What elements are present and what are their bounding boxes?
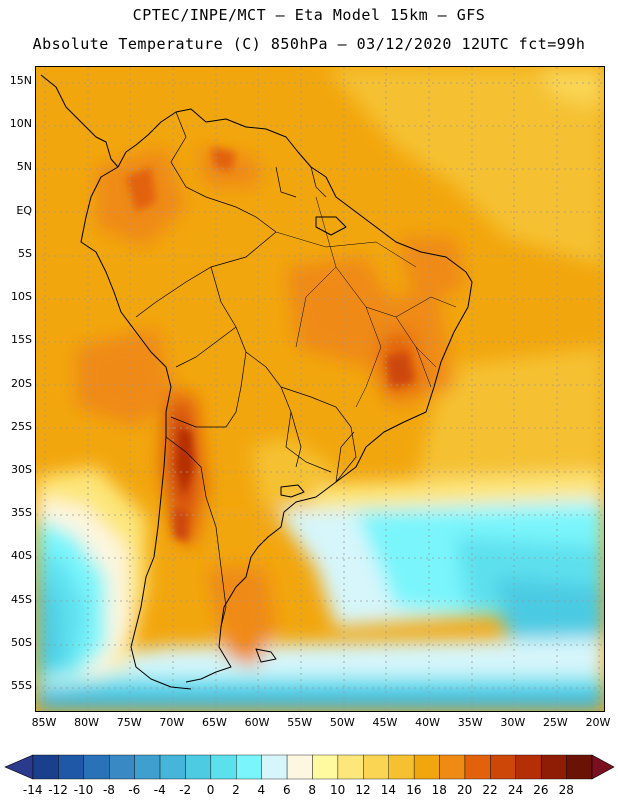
temperature-shading [36,67,604,711]
colorbar-swatch [363,754,389,780]
colorbar-tick-label: 8 [308,783,317,797]
longitude-label: 70W [159,716,185,729]
coastlines [40,74,473,690]
longitude-label: 65W [202,716,227,729]
colorbar-tick-label: -12 [48,783,68,797]
colorbar-swatch [134,754,161,780]
colorbar-tick-label: -6 [128,783,141,797]
latitude-label: 10S [11,290,32,304]
colorbar-tick-label: 0 [206,783,215,797]
latitude-label: 55S [11,679,32,692]
colorbar-tick-label: -2 [179,783,192,797]
longitude-label: 45W [372,716,398,729]
colorbar-swatch [109,754,135,780]
colorbar-tick-label: -10 [73,783,94,797]
map-title-line2: Absolute Temperature (C) 850hPa – 03/12/… [32,35,586,53]
longitude-label: 35W [457,716,483,729]
colorbar-swatch [32,754,59,780]
colorbar-tick-label: 10 [329,783,346,797]
latitude-label: 45S [11,592,32,606]
latitude-label: 20S [11,376,32,390]
colorbar-swatch [439,754,466,780]
colorbar-tick-label: 24 [507,783,524,797]
latitude-label: 50S [11,635,32,649]
temperature-colorbar [4,754,615,780]
latitude-label: 40S [11,549,32,563]
longitude-label: 40W [415,716,440,729]
longitude-label: 80W [74,716,100,729]
colorbar-tick-label: 6 [282,783,291,797]
colorbar-swatch [515,754,542,780]
longitude-label: 60W [244,716,270,729]
colorbar-tick-label: -4 [153,783,166,797]
colorbar-swatch [210,754,237,780]
colorbar-swatch [413,754,440,780]
temperature-shading-detail [126,147,414,542]
colorbar-swatch [58,754,85,780]
colorbar-swatch [83,754,110,780]
longitude-label: 55W [287,716,313,729]
colorbar-over-arrow [591,754,615,780]
colorbar-under-arrow [4,754,34,780]
colorbar-swatch [312,754,339,780]
longitude-label: 30W [500,716,526,729]
colorbar-tick-label: 4 [257,783,266,797]
longitude-label: 75W [116,716,142,729]
colorbar-swatch [337,754,364,780]
country-borders [135,111,357,628]
colorbar-swatch [464,754,491,780]
colorbar-tick-label: 28 [558,783,574,797]
state-borders [275,196,457,408]
latitude-label: 10N [9,117,32,131]
map-title-line1: CPTEC/INPE/MCT – Eta Model 15km – GFS [132,6,486,24]
colorbar-swatch [388,754,415,780]
map-graticule [36,67,604,711]
longitude-label: 85W [31,716,57,729]
longitude-label: 20W [585,716,611,729]
colorbar-swatch [159,754,186,780]
colorbar-tick-label: 20 [457,783,473,797]
colorbar-swatch [286,754,313,780]
latitude-label: 35S [11,506,32,520]
colorbar-tick-label: 26 [533,783,549,797]
colorbar-swatch [185,754,212,780]
longitude-label: 50W [329,716,355,729]
latitude-label: 15N [9,74,32,87]
colorbar-tick-label: -14 [22,783,43,797]
latitude-label: 5N [16,160,32,174]
colorbar-tick-label: 22 [482,783,498,797]
colorbar-tick-label: 14 [380,783,397,797]
latitude-label: 30S [11,462,32,476]
colorbar-tick-label: -8 [102,783,115,797]
latitude-label: 25S [11,419,32,433]
map-canvas [36,67,604,711]
colorbar-swatch [490,754,516,780]
colorbar-swatch [540,754,567,780]
colorbar-swatch [261,754,288,780]
temperature-map [35,66,605,712]
colorbar-tick-label: 2 [232,783,240,797]
colorbar-swatch [566,754,593,780]
latitude-label: 15S [11,333,32,347]
colorbar-tick-label: 16 [406,783,422,797]
latitude-label: 5S [18,246,32,260]
colorbar-swatch [236,754,262,780]
colorbar-tick-label: 18 [431,783,447,797]
colorbar-tick-label: 12 [355,783,371,797]
longitude-label: 25W [542,716,568,729]
latitude-label: EQ [16,203,32,217]
